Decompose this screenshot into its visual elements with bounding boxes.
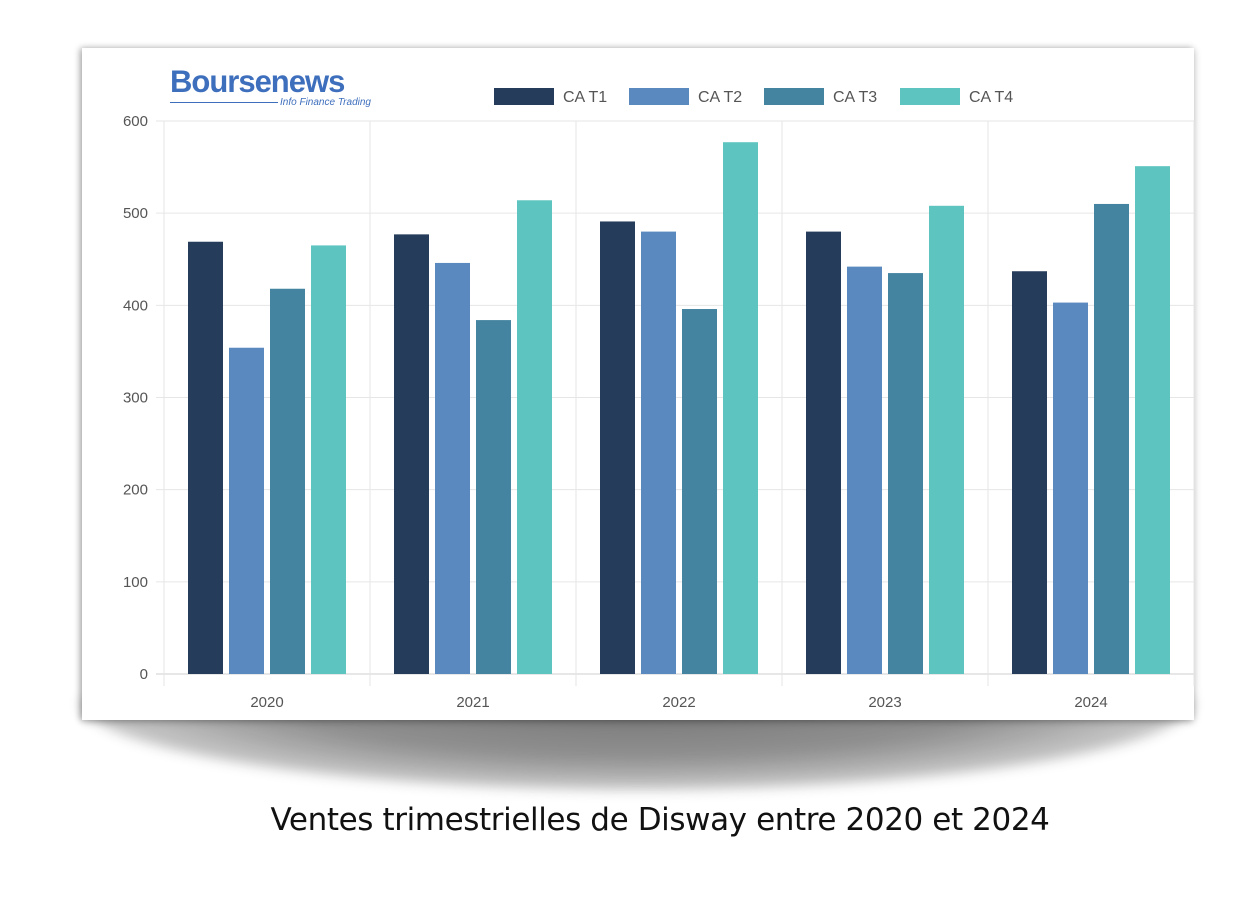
chart-card <box>82 48 1194 720</box>
x-axis: 2020 2021 2022 2023 2024 <box>250 694 1107 711</box>
bar-2021-ca-t2 <box>435 262 470 674</box>
bar-2022-ca-t3 <box>682 309 717 674</box>
bar-2024-ca-t3 <box>1094 203 1129 674</box>
boursenews-logo: Boursenews Info Finance Trading <box>170 63 380 112</box>
y-tick-label: 600 <box>123 113 148 130</box>
figure-caption: Ventes trimestrielles de Disway entre 20… <box>270 802 1050 838</box>
x-tick-label: 2022 <box>662 694 695 711</box>
legend-swatch <box>494 88 554 105</box>
bar-2022-ca-t1 <box>600 221 635 674</box>
y-tick-label: 400 <box>123 297 148 314</box>
legend: CA T1 CA T2 CA T3 CA T4 <box>494 88 1013 106</box>
bar-2024-ca-t4 <box>1135 166 1170 674</box>
bar-2023-ca-t3 <box>888 273 923 674</box>
legend-swatch <box>764 88 824 105</box>
bar-2020-ca-t1 <box>188 241 223 674</box>
bar-2022-ca-t4 <box>723 142 758 674</box>
legend-swatch <box>900 88 960 105</box>
y-tick-label: 300 <box>123 390 148 407</box>
legend-label: CA T3 <box>833 89 877 106</box>
x-tick-label: 2024 <box>1074 694 1107 711</box>
legend-label: CA T2 <box>698 89 742 106</box>
x-tick-label: 2021 <box>456 694 489 711</box>
y-tick-label: 500 <box>123 205 148 222</box>
bar-2021-ca-t4 <box>517 200 552 674</box>
y-tick-label: 0 <box>140 666 148 683</box>
bar-2024-ca-t2 <box>1053 302 1088 674</box>
legend-swatch <box>629 88 689 105</box>
y-tick-label: 100 <box>123 574 148 591</box>
bar-2021-ca-t1 <box>394 234 429 675</box>
bar-2020-ca-t4 <box>311 245 346 675</box>
y-axis: 0 100 200 300 400 500 600 <box>123 113 148 683</box>
x-tick-label: 2020 <box>250 694 283 711</box>
bars <box>188 142 1170 675</box>
logo-underline <box>170 102 278 103</box>
legend-label: CA T1 <box>563 89 607 106</box>
bar-2023-ca-t2 <box>847 266 882 674</box>
bar-2021-ca-t3 <box>476 320 511 674</box>
bar-2024-ca-t1 <box>1012 271 1047 674</box>
logo-wordmark: Boursenews <box>170 63 345 100</box>
logo-tagline: Info Finance Trading <box>280 97 371 108</box>
bar-2023-ca-t4 <box>929 205 964 674</box>
legend-label: CA T4 <box>969 89 1013 106</box>
bar-2023-ca-t1 <box>806 231 841 674</box>
y-tick-label: 200 <box>123 482 148 499</box>
bar-2022-ca-t2 <box>641 231 676 674</box>
bar-2020-ca-t3 <box>270 288 305 674</box>
x-tick-label: 2023 <box>868 694 901 711</box>
bar-2020-ca-t2 <box>229 347 264 674</box>
